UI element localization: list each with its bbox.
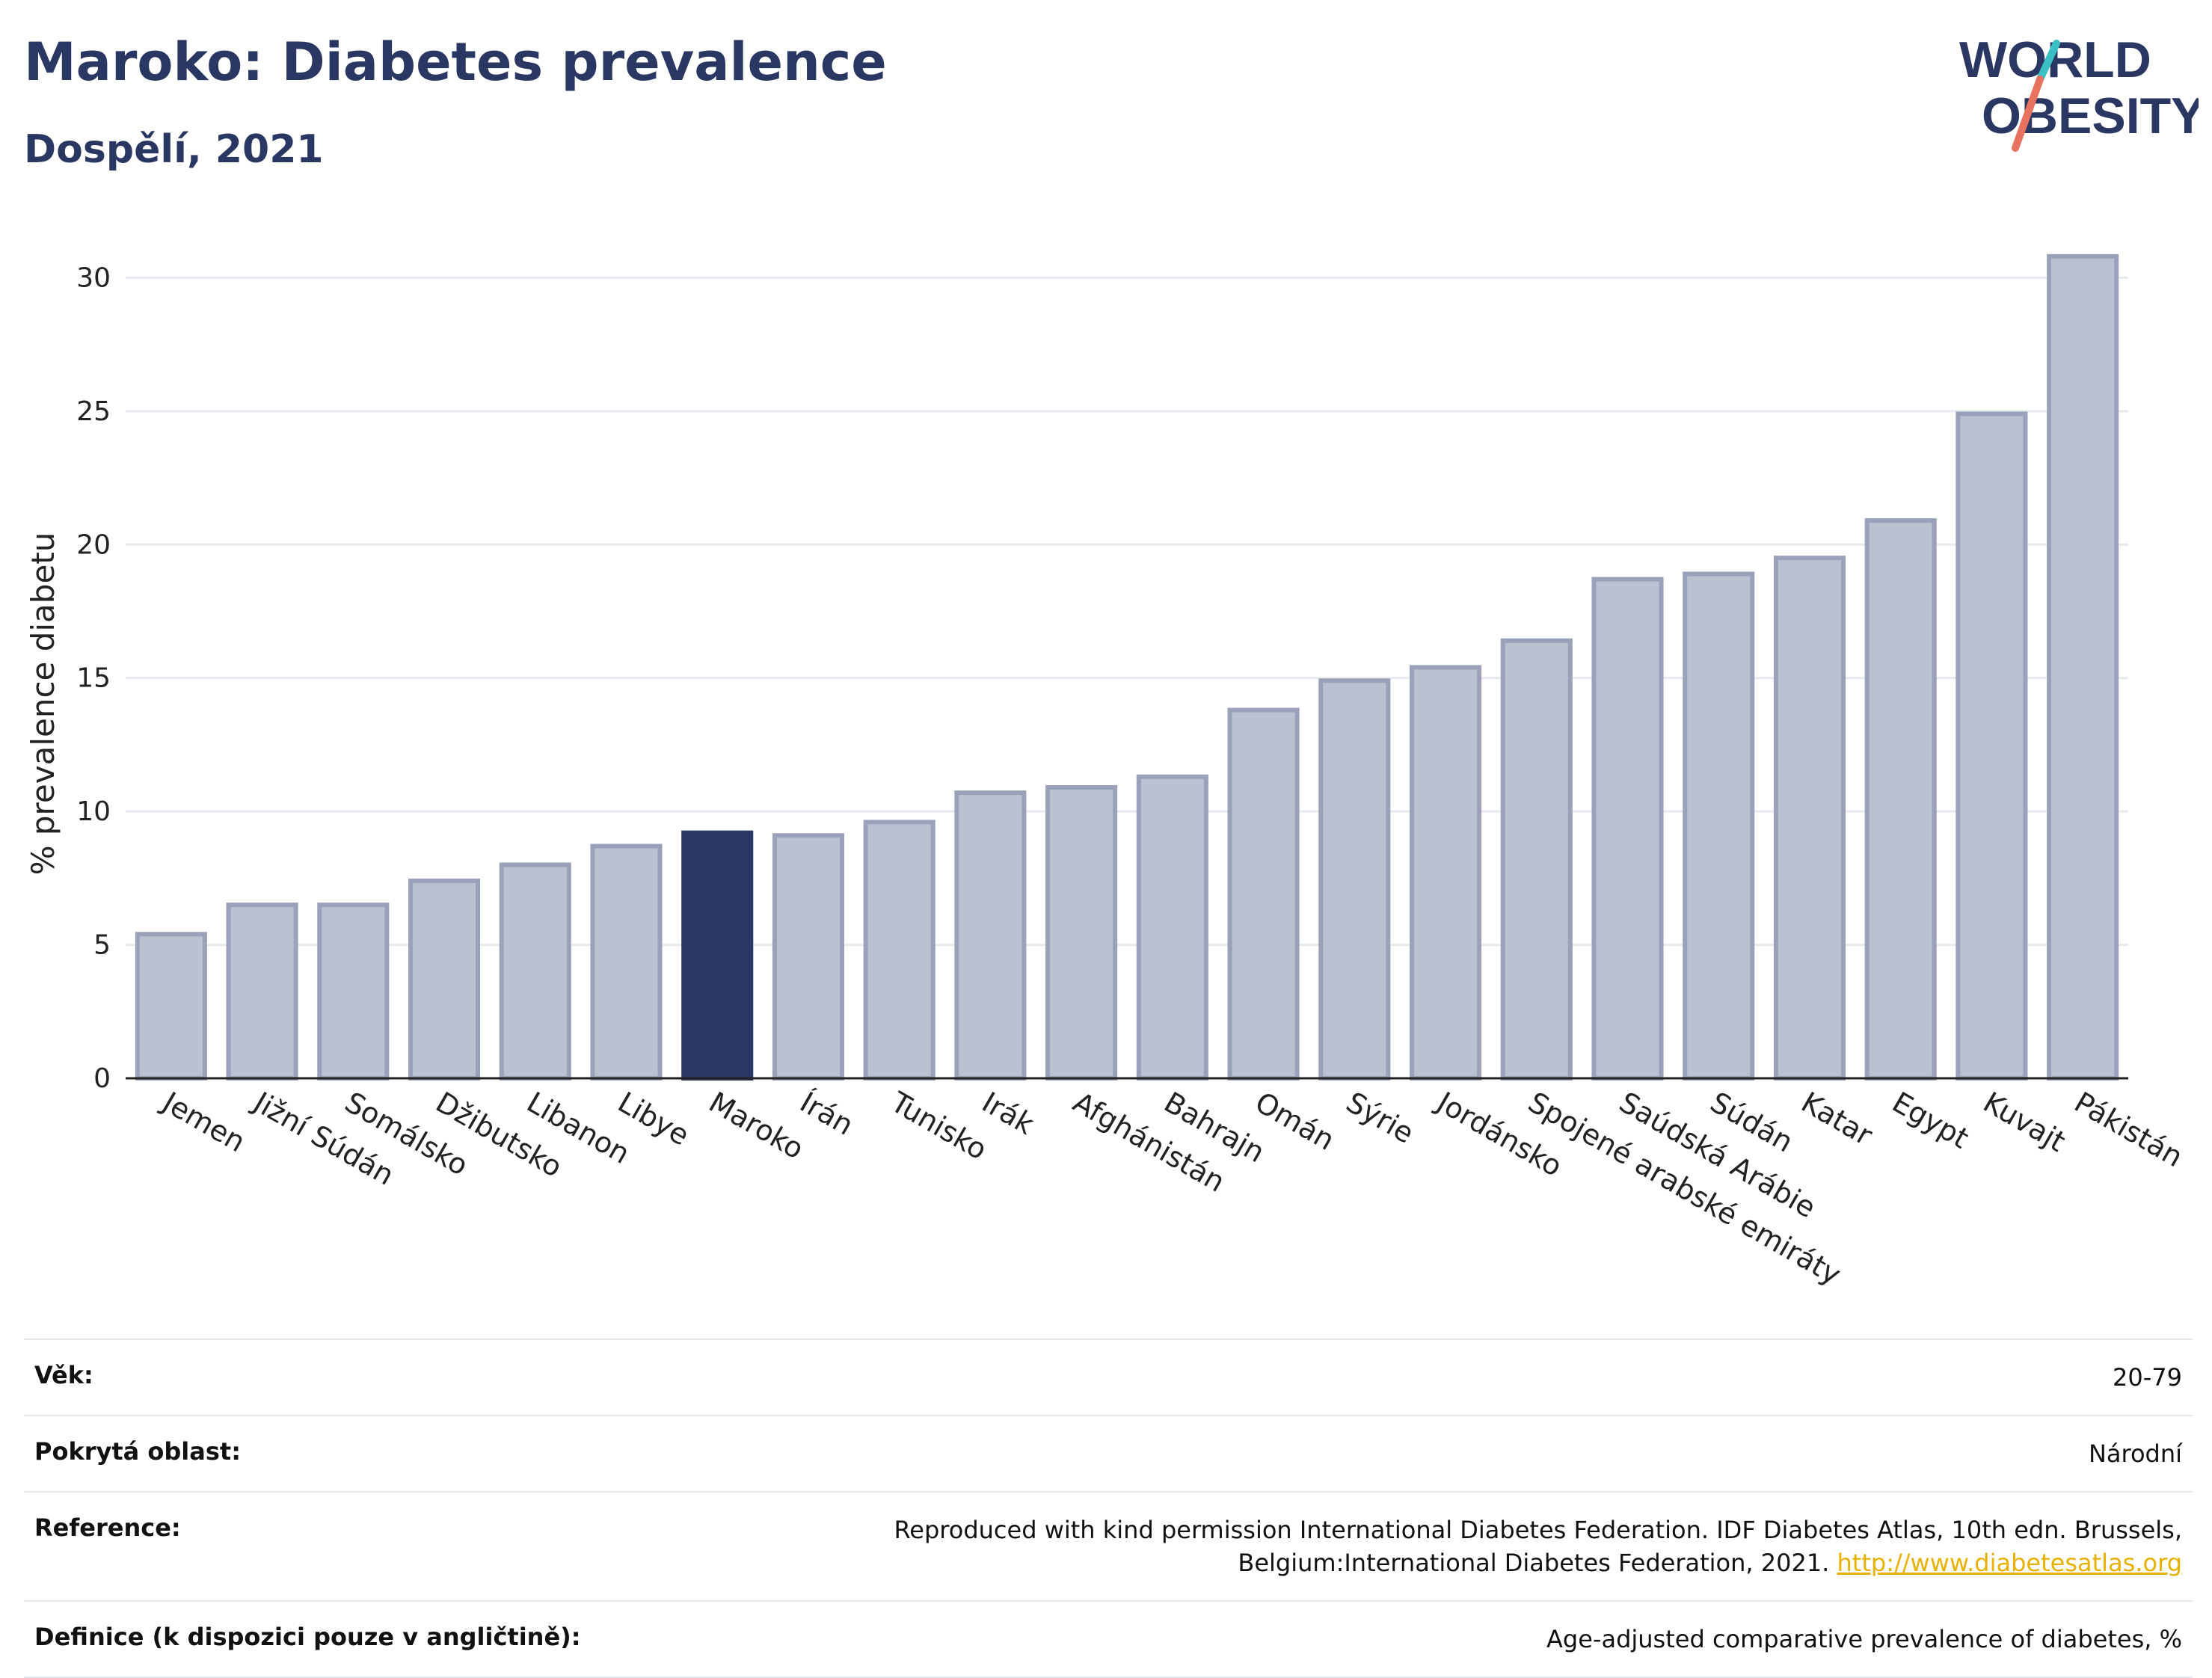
- x-tick-label: Maroko: [704, 1086, 810, 1166]
- reference-link[interactable]: http://www.diabetesatlas.org: [1837, 1549, 2182, 1577]
- x-tick-label: Jemen: [156, 1085, 251, 1159]
- x-tick-label: Irák: [977, 1086, 1039, 1141]
- info-row-reference: Reference: Reproduced with kind permissi…: [24, 1491, 2193, 1600]
- x-tick-label: Egypt: [1887, 1086, 1974, 1155]
- chart-subtitle: Dospělí, 2021: [24, 127, 324, 172]
- info-row-age: Věk: 20-79: [24, 1339, 2193, 1415]
- bar: [1591, 577, 1664, 1081]
- bar: [772, 833, 844, 1081]
- y-tick-label: 15: [76, 663, 111, 694]
- coverage-value: Národní: [2088, 1439, 2182, 1468]
- bar: [226, 903, 298, 1081]
- y-tick-label: 25: [76, 396, 111, 427]
- bar: [1864, 518, 1937, 1081]
- info-row-definition: Definice (k dispozici pouze v angličtině…: [24, 1600, 2193, 1678]
- info-row-coverage: Pokrytá oblast: Národní: [24, 1415, 2193, 1491]
- x-tick-label: Pákistán: [2069, 1086, 2189, 1174]
- age-value: 20-79: [2113, 1363, 2182, 1392]
- bar: [1683, 571, 1755, 1081]
- x-tick-label: Tunisko: [885, 1085, 992, 1167]
- world-obesity-logo: WORLD OBESITY: [1959, 31, 2199, 152]
- info-table: Věk: 20-79 Pokrytá oblast: Národní Refer…: [24, 1339, 2193, 1678]
- bar: [408, 878, 481, 1081]
- bar: [954, 790, 1027, 1081]
- coverage-label: Pokrytá oblast:: [34, 1437, 241, 1466]
- bar: [1956, 411, 2028, 1081]
- bar: [590, 843, 663, 1081]
- x-tick-label: Sýrie: [1341, 1086, 1419, 1150]
- reference-value: Reproduced with kind permission Internat…: [649, 1513, 2183, 1579]
- bar: [499, 862, 571, 1081]
- x-tick-label: Afghánistán: [1068, 1086, 1231, 1199]
- y-tick-label: 0: [93, 1063, 111, 1094]
- bar: [681, 830, 754, 1081]
- y-tick-label: 20: [76, 529, 111, 560]
- logo-slash-teal: [2036, 40, 2060, 83]
- reference-text: Reproduced with kind permission Internat…: [894, 1516, 2183, 1577]
- bar: [317, 903, 390, 1081]
- bar: [1410, 665, 1482, 1081]
- logo-slash-coral: [2012, 76, 2044, 152]
- bar: [1136, 774, 1208, 1081]
- bar: [1318, 678, 1391, 1081]
- bar: [1227, 707, 1300, 1081]
- bar: [1045, 785, 1118, 1081]
- reference-label: Reference:: [34, 1513, 181, 1542]
- definition-value: Age-adjusted comparative prevalence of d…: [1546, 1625, 2182, 1653]
- bar: [1773, 556, 1846, 1081]
- x-tick-label: Katar: [1795, 1086, 1878, 1152]
- x-tick-label: Kuvajt: [1978, 1086, 2071, 1158]
- bar: [2047, 253, 2119, 1081]
- y-tick-label: 5: [93, 930, 111, 961]
- bar: [863, 820, 936, 1081]
- y-tick-label: 10: [76, 796, 111, 827]
- bar: [135, 932, 207, 1081]
- y-tick-label: 30: [76, 262, 111, 293]
- y-axis-label: % prevalence diabetu: [25, 532, 61, 876]
- definition-label: Definice (k dispozici pouze v angličtině…: [34, 1623, 581, 1651]
- bar: [1500, 638, 1573, 1081]
- chart-title: Maroko: Diabetes prevalence: [24, 31, 887, 93]
- age-label: Věk:: [34, 1361, 93, 1389]
